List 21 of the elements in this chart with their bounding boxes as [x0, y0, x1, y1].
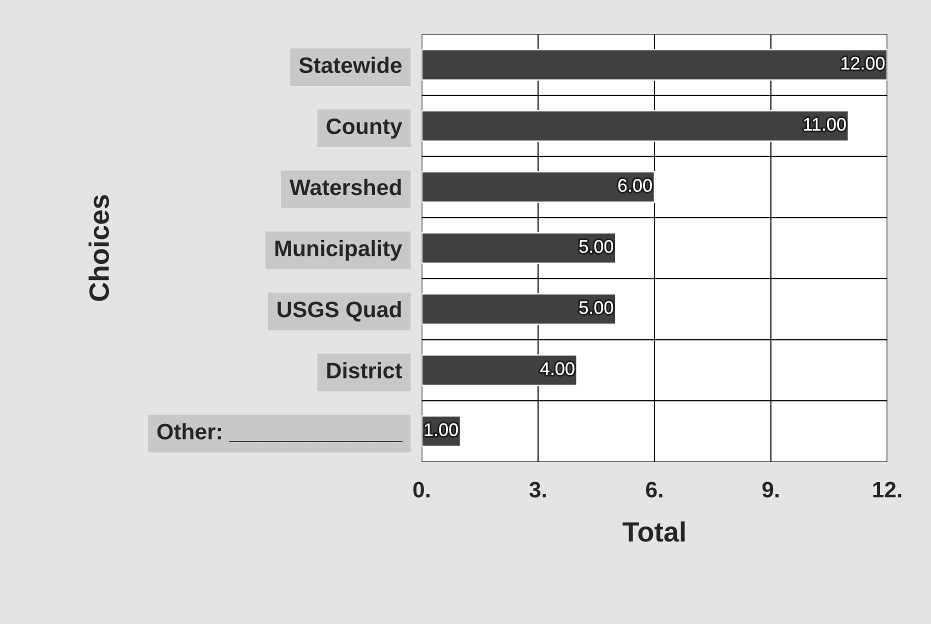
data-label: 12.00: [842, 56, 885, 70]
y-tick-label: Other: ______________: [157, 423, 403, 442]
data-label: 6.00: [618, 179, 652, 192]
x-tick-label: 6.: [646, 482, 662, 498]
y-tick-label: Watershed: [290, 178, 401, 196]
y-tick-label: District: [327, 362, 402, 378]
data-label: 1.00: [424, 423, 458, 436]
x-tick-label: 12.: [873, 482, 902, 498]
y-tick-label: Municipality: [275, 240, 402, 261]
x-tick-label: 3.: [529, 482, 546, 498]
y-tick-label: County: [326, 118, 402, 139]
x-tick-label: 9.: [762, 482, 779, 498]
data-label: 11.00: [804, 118, 846, 131]
y-axis-title: Choices: [88, 195, 110, 301]
y-tick-label: Statewide: [299, 56, 402, 74]
data-label: 5.00: [579, 240, 614, 253]
data-label: 4.00: [540, 362, 574, 376]
x-axis-title: Total: [622, 521, 685, 542]
x-tick-label: 0.: [413, 482, 430, 498]
y-tick-label: USGS Quad: [278, 301, 401, 322]
data-label: 5.00: [579, 301, 614, 314]
